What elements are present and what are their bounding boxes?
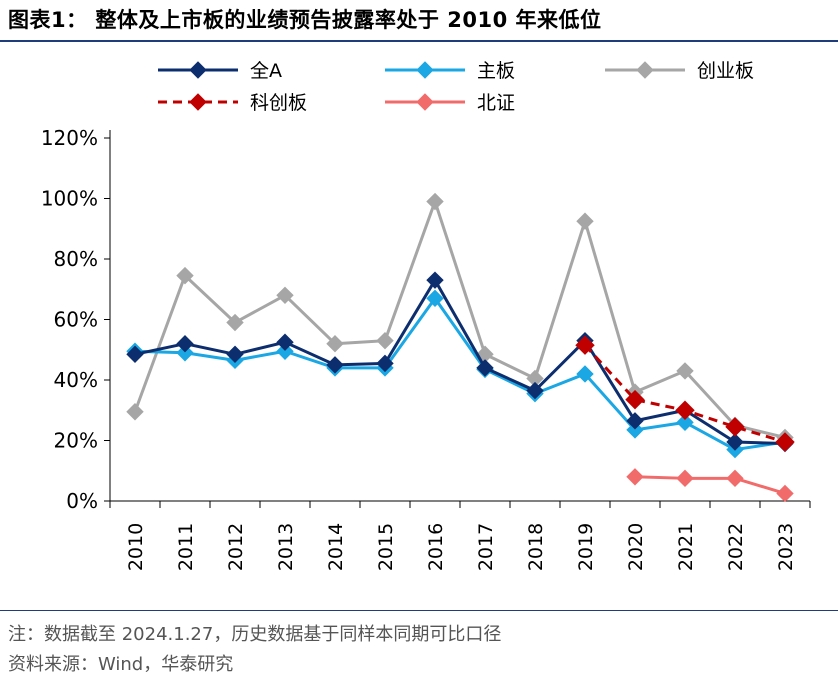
data-point	[176, 334, 194, 353]
data-point	[226, 313, 244, 332]
data-point	[176, 344, 194, 362]
x-tick-label: 2017	[475, 523, 497, 571]
series-line	[134, 278, 786, 446]
data-point	[676, 362, 694, 380]
data-point	[276, 286, 294, 305]
legend-label: 主板	[477, 60, 515, 82]
data-point	[775, 432, 795, 452]
data-point	[126, 403, 144, 421]
title-divider	[0, 40, 838, 42]
series-line	[134, 296, 786, 452]
legend-swatch-marker	[189, 93, 207, 111]
data-point	[776, 484, 794, 503]
legend-swatch-marker	[416, 61, 434, 79]
data-point	[726, 433, 744, 451]
data-point	[326, 334, 344, 353]
data-point	[726, 469, 744, 488]
legend-label: 北证	[477, 92, 515, 114]
data-point	[526, 381, 544, 400]
data-point	[626, 412, 644, 430]
data-point	[426, 192, 444, 211]
legend-swatch-marker	[416, 93, 434, 111]
chart-title: 图表1： 整体及上市板的业绩预告披露率处于 2010 年来低位	[8, 8, 602, 32]
x-tick-label: 2014	[325, 523, 347, 571]
x-tick-label: 2011	[175, 523, 197, 571]
data-point	[676, 413, 694, 432]
data-point	[575, 335, 595, 355]
legend-label: 创业板	[697, 60, 754, 82]
legend-label: 科创板	[250, 92, 307, 114]
y-tick-label: 60%	[54, 308, 98, 332]
data-point	[376, 331, 394, 350]
legend-swatch-marker	[636, 61, 654, 79]
data-point	[626, 468, 644, 486]
y-tick-label: 0%	[66, 489, 98, 513]
x-tick-label: 2010	[125, 523, 147, 571]
data-point	[176, 266, 194, 285]
y-tick-label: 40%	[54, 368, 98, 392]
data-point	[326, 356, 344, 374]
x-tick-label: 2022	[725, 523, 747, 571]
footer-divider	[0, 610, 838, 611]
x-tick-label: 2019	[575, 523, 597, 571]
y-tick-label: 120%	[41, 126, 98, 150]
data-point	[725, 417, 745, 437]
legend-swatch-marker	[189, 61, 207, 79]
x-tick-label: 2020	[625, 523, 647, 571]
data-point	[426, 271, 444, 289]
data-point	[126, 345, 144, 363]
y-tick-label: 80%	[54, 247, 98, 271]
data-point	[675, 400, 695, 420]
data-point	[626, 421, 644, 439]
legend-label: 全A	[250, 60, 282, 82]
series-line	[634, 475, 786, 495]
data-point	[276, 333, 294, 351]
x-tick-label: 2018	[525, 523, 547, 571]
x-tick-label: 2023	[775, 523, 797, 571]
x-tick-label: 2016	[425, 523, 447, 571]
data-point	[676, 469, 694, 488]
y-tick-label: 100%	[41, 187, 98, 211]
x-tick-label: 2012	[225, 523, 247, 571]
data-point	[576, 212, 594, 230]
x-tick-label: 2015	[375, 523, 397, 571]
data-point	[476, 359, 494, 377]
data-point	[576, 365, 594, 383]
x-tick-label: 2021	[675, 523, 697, 571]
x-tick-label: 2013	[275, 523, 297, 571]
data-point	[276, 342, 294, 360]
series-line	[133, 200, 786, 439]
data-note: 注：数据截至 2024.1.27，历史数据基于同样本同期可比口径	[8, 624, 502, 645]
line-chart: 0% 20% 40% 60% 80% 100% 120% 2010 2011 2012 2013 20…	[41, 60, 811, 571]
data-point	[625, 389, 645, 410]
data-point	[376, 354, 394, 373]
y-tick-label: 20%	[54, 429, 98, 453]
data-point	[426, 289, 444, 308]
data-point	[226, 345, 244, 363]
source-note: 资料来源：Wind，华泰研究	[8, 654, 234, 675]
